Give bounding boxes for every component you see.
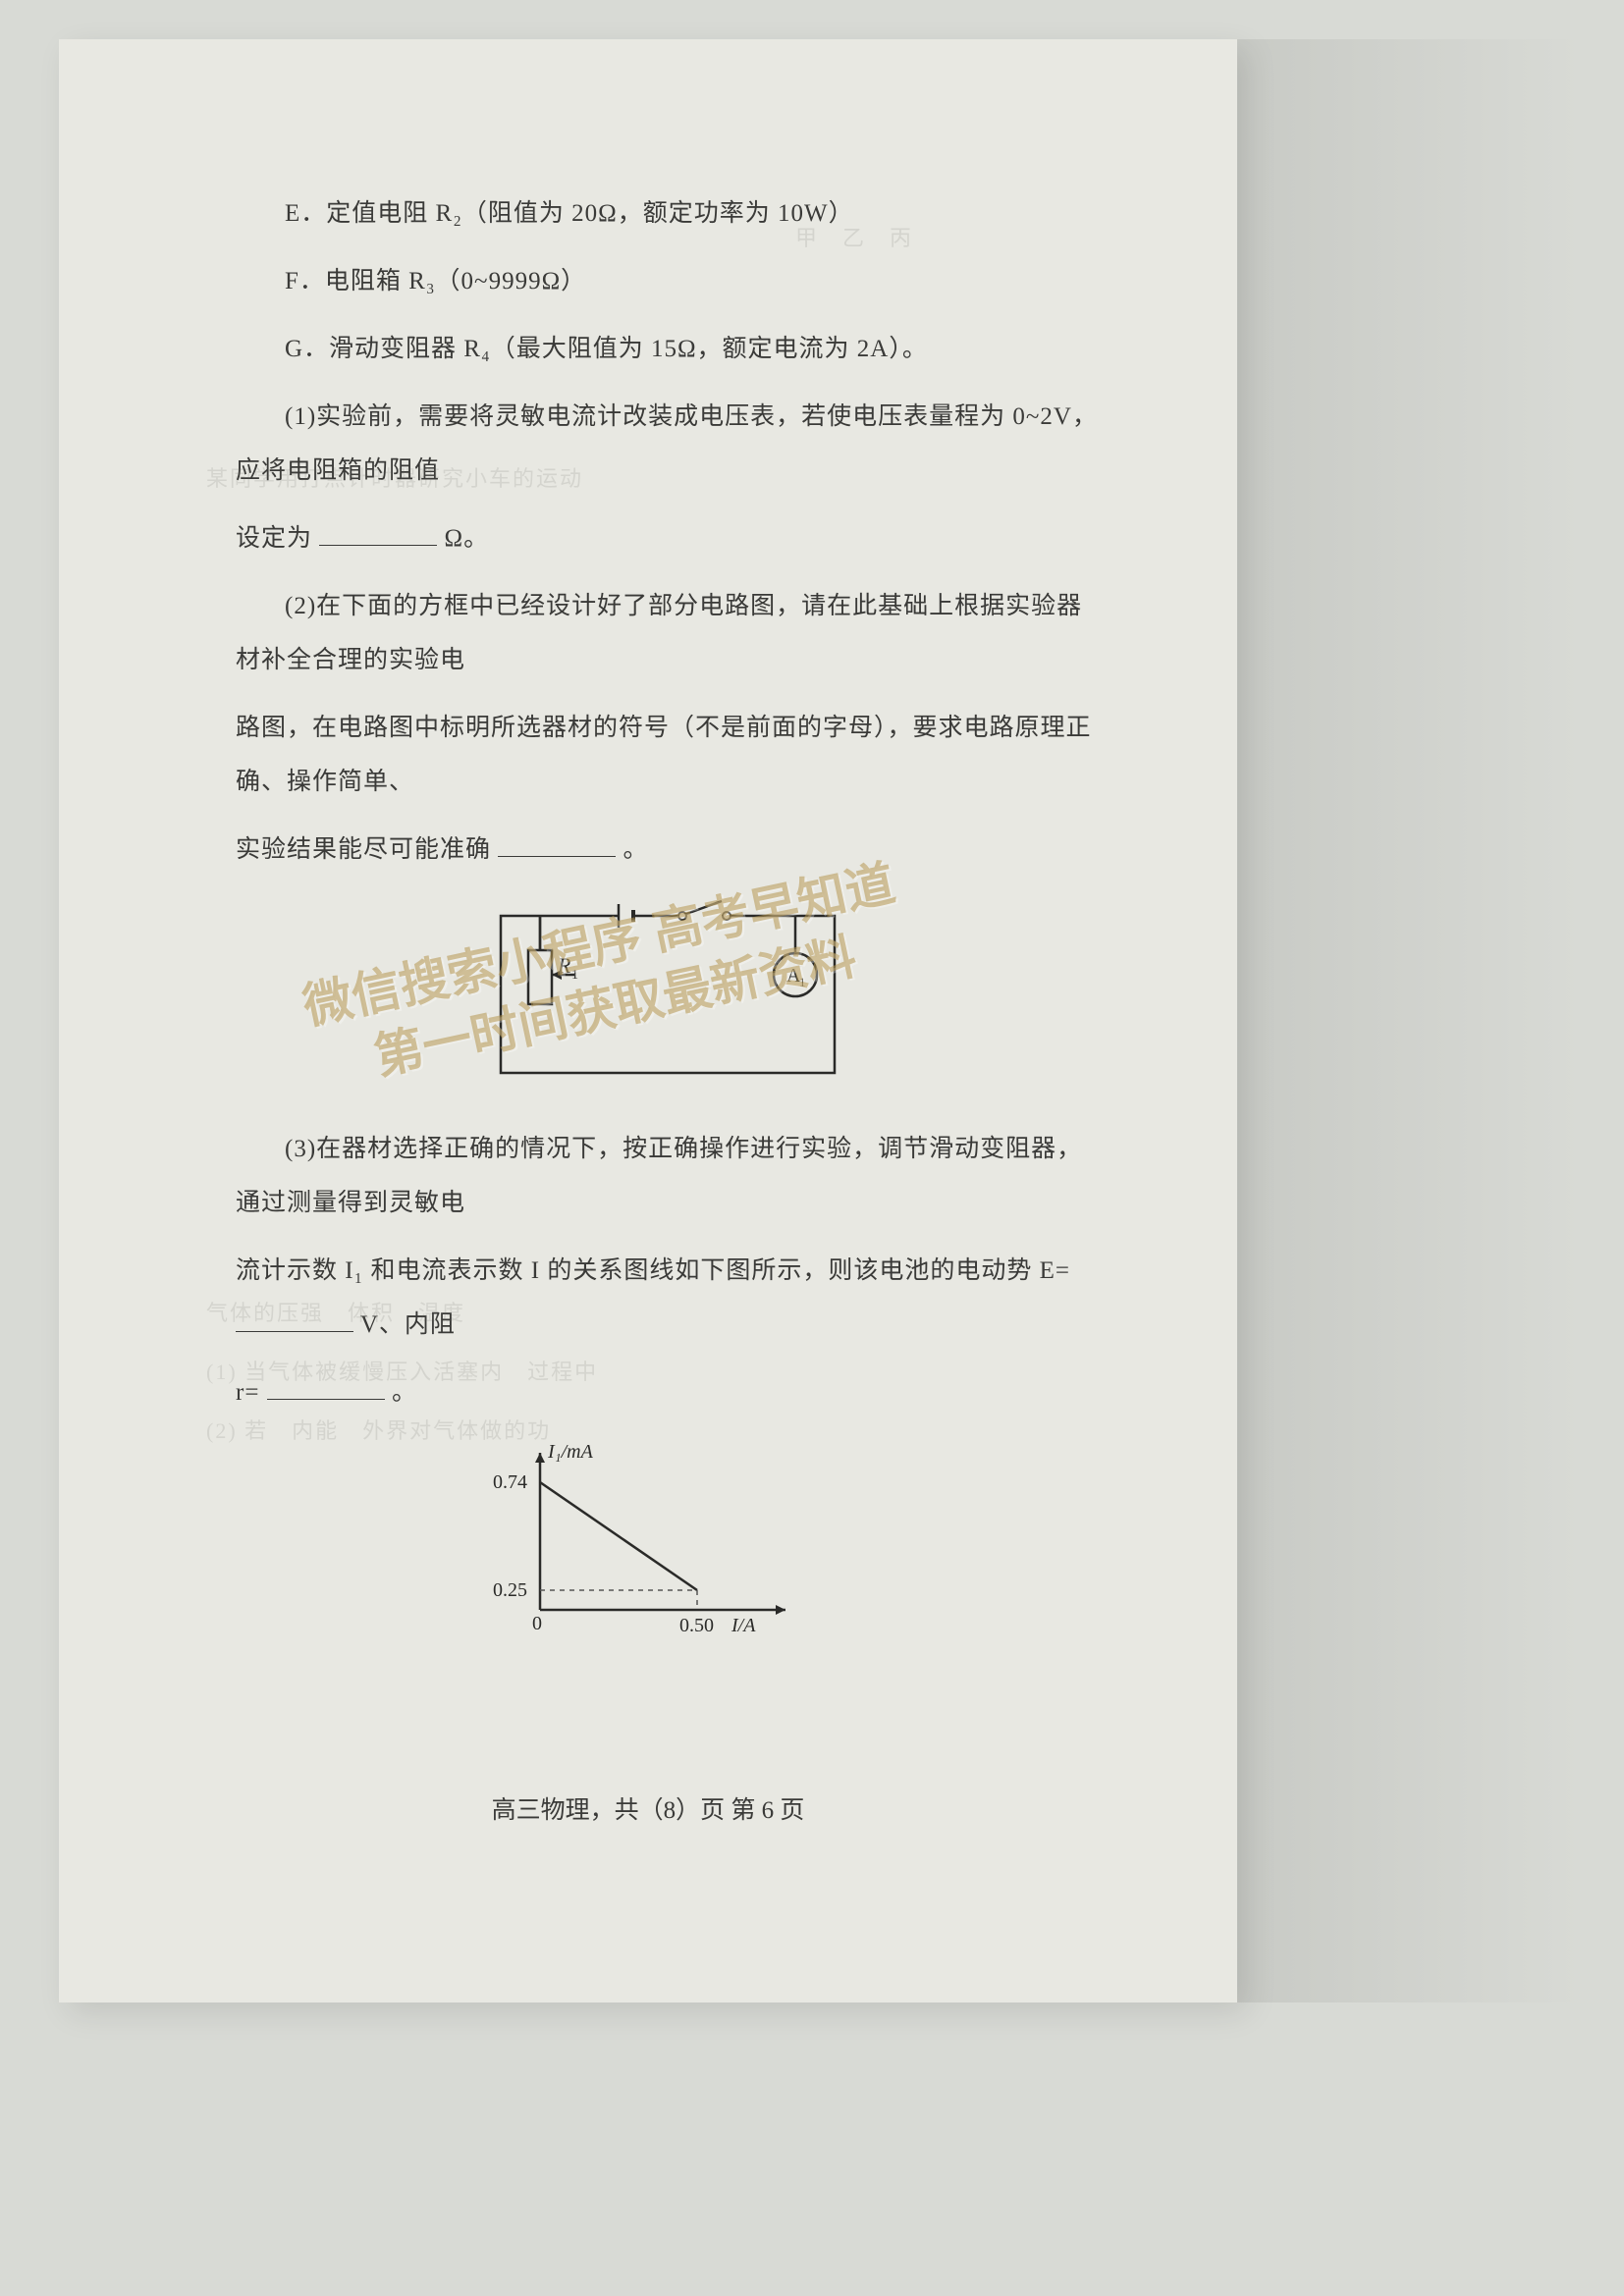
svg-text:1: 1 — [799, 975, 806, 989]
q2-end: 。 — [623, 836, 649, 863]
circuit-r1-label: R — [557, 953, 571, 978]
page-shadow — [1237, 39, 1581, 2002]
q1-line2: 设定为 Ω。 — [236, 511, 1100, 565]
data-line — [540, 1482, 697, 1590]
ghost-text: (1) 当气体被缓慢压入活塞内 过程中 — [206, 1355, 598, 1386]
item-F: F．电阻箱 R₃（0~9999Ω） — [236, 254, 1100, 308]
xtick-zero: 0 — [532, 1613, 542, 1634]
item-G: G．滑动变阻器 R₄（最大阻值为 15Ω，额定电流为 2A）。 — [236, 322, 1100, 376]
ytick-bottom: 0.25 — [493, 1579, 527, 1601]
q3-text2a: 流计示数 I₁ 和电流表示数 I 的关系图线如下图所示，则该电池的电动势 E= — [236, 1257, 1070, 1284]
q2-blank[interactable] — [498, 832, 616, 857]
svg-text:1: 1 — [571, 968, 578, 983]
q1-blank[interactable] — [319, 521, 437, 546]
ytick-top: 0.74 — [493, 1471, 527, 1493]
x-axis-label: I/A — [731, 1615, 756, 1636]
ghost-text: 气体的压强 体积 温度 — [206, 1296, 465, 1327]
q2-line1: (2)在下面的方框中已经设计好了部分电路图，请在此基础上根据实验器材补全合理的实… — [236, 579, 1100, 687]
q1-prefix: 设定为 — [236, 525, 312, 552]
q2-line2: 路图，在电路图中标明所选器材的符号（不是前面的字母），要求电路原理正确、操作简单… — [236, 701, 1100, 809]
graph: I₁/mA 0.74 0.25 0.50 0 I/A — [471, 1433, 825, 1649]
xtick: 0.50 — [679, 1615, 714, 1636]
circuit-diagram: R 1 A 1 — [481, 896, 854, 1093]
exam-page: E．定值电阻 R₂（阻值为 20Ω，额定功率为 10W） F．电阻箱 R₃（0~… — [59, 39, 1237, 2002]
q3-line1: (3)在器材选择正确的情况下，按正确操作进行实验，调节滑动变阻器，通过测量得到灵… — [236, 1122, 1100, 1230]
q2-prefix: 实验结果能尽可能准确 — [236, 836, 491, 863]
item-E: E．定值电阻 R₂（阻值为 20Ω，额定功率为 10W） — [236, 187, 1100, 240]
ghost-text: 某同学用打点计时器研究小车的运动 — [206, 461, 583, 493]
q2-line3: 实验结果能尽可能准确 。 — [236, 823, 1100, 877]
ghost-text: 甲 乙 丙 — [795, 221, 913, 252]
ghost-text: (2) 若 内能 外界对气体做的功 — [206, 1414, 551, 1445]
q1-unit: Ω。 — [445, 525, 490, 552]
page-footer: 高三物理，共（8）页 第 6 页 — [59, 1790, 1237, 1826]
y-axis-label: I₁/mA — [547, 1441, 594, 1463]
